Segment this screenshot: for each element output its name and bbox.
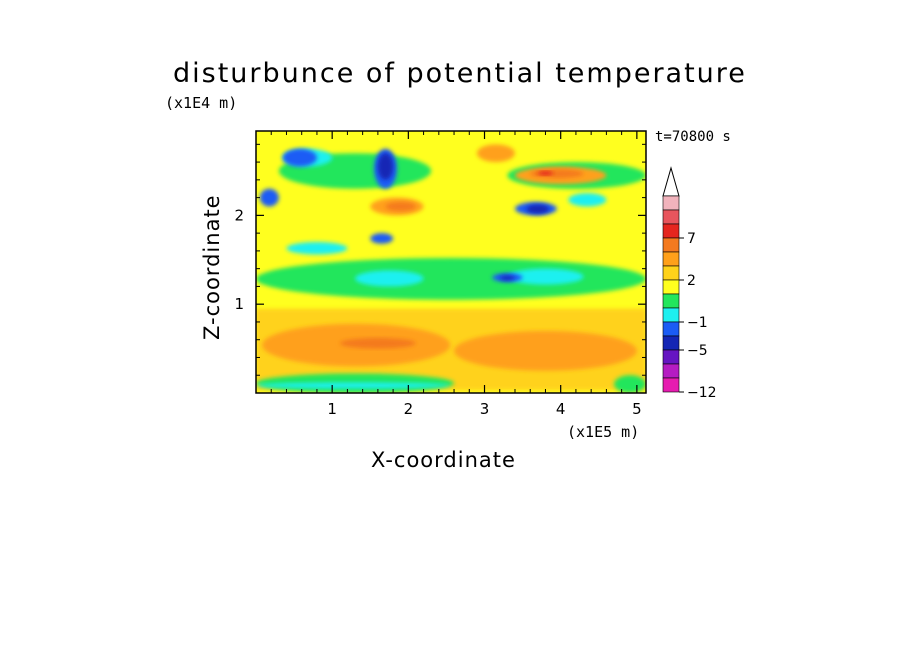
colorbar-extend-arrow — [662, 166, 680, 197]
colorbar-swatch — [662, 293, 680, 309]
colorbar: 7 2 −1 −5 −12 — [662, 166, 717, 401]
axis-ticks: 1 2 3 4 5 1 2 — [234, 131, 646, 418]
colorbar-swatch — [662, 251, 680, 267]
y-tick-label: 2 — [234, 206, 244, 224]
colorbar-swatch — [662, 265, 680, 281]
x-tick-label: 3 — [480, 400, 490, 418]
x-tick-label: 4 — [556, 400, 566, 418]
field-patch — [256, 382, 451, 389]
colorbar-label: −5 — [687, 343, 708, 359]
field-patch — [259, 188, 279, 207]
field-patch — [454, 330, 637, 371]
field-patch — [256, 258, 646, 300]
y-unit-label: (x1E4 m) — [165, 94, 238, 112]
field-patch — [282, 148, 317, 167]
colorbar-swatch — [662, 307, 680, 323]
colorbar-swatch — [662, 335, 680, 351]
colorbar-swatch — [662, 279, 680, 295]
contour-field — [256, 144, 646, 393]
colorbar-label: 2 — [687, 273, 696, 289]
colorbar-label: −12 — [687, 385, 717, 401]
y-tick-label: 1 — [234, 295, 244, 313]
colorbar-swatch — [662, 195, 680, 211]
x-tick-label: 5 — [632, 400, 642, 418]
field-patch — [370, 233, 394, 244]
colorbar-swatch — [662, 321, 680, 337]
plot-area: 1 2 3 4 5 1 2 — [234, 130, 647, 418]
time-label: t=70800 s — [655, 129, 731, 145]
x-tick-label: 2 — [404, 400, 414, 418]
field-patch — [385, 202, 416, 211]
chart-title: disturbunce of potential temperature — [173, 58, 747, 89]
field-patch — [568, 193, 607, 207]
field-patch — [507, 268, 584, 285]
x-tick-label: 1 — [327, 400, 337, 418]
field-patch — [537, 170, 554, 176]
field-patch — [499, 275, 515, 281]
field-patch — [476, 144, 515, 163]
field-patch — [614, 375, 646, 393]
field-patch — [526, 204, 550, 214]
field-layer — [537, 170, 554, 176]
colorbar-swatch — [662, 237, 680, 253]
x-axis-label: X-coordinate — [371, 448, 516, 472]
field-layer — [377, 153, 550, 281]
field-layer — [339, 337, 416, 349]
colorbar-swatch — [662, 349, 680, 365]
colorbar-swatch — [662, 209, 680, 225]
x-unit-label: (x1E5 m) — [567, 423, 640, 441]
colorbar-swatch — [662, 377, 680, 393]
colorbar-swatch — [662, 363, 680, 379]
field-patch — [355, 270, 424, 287]
colorbar-label: −1 — [687, 315, 708, 331]
y-axis-label: Z-coordinate — [200, 194, 224, 340]
field-patch — [339, 337, 416, 349]
colorbar-label: 7 — [687, 231, 696, 247]
plot-frame — [255, 130, 647, 394]
colorbar-swatch — [662, 223, 680, 239]
field-patch — [286, 242, 348, 255]
field-patch — [377, 153, 394, 180]
